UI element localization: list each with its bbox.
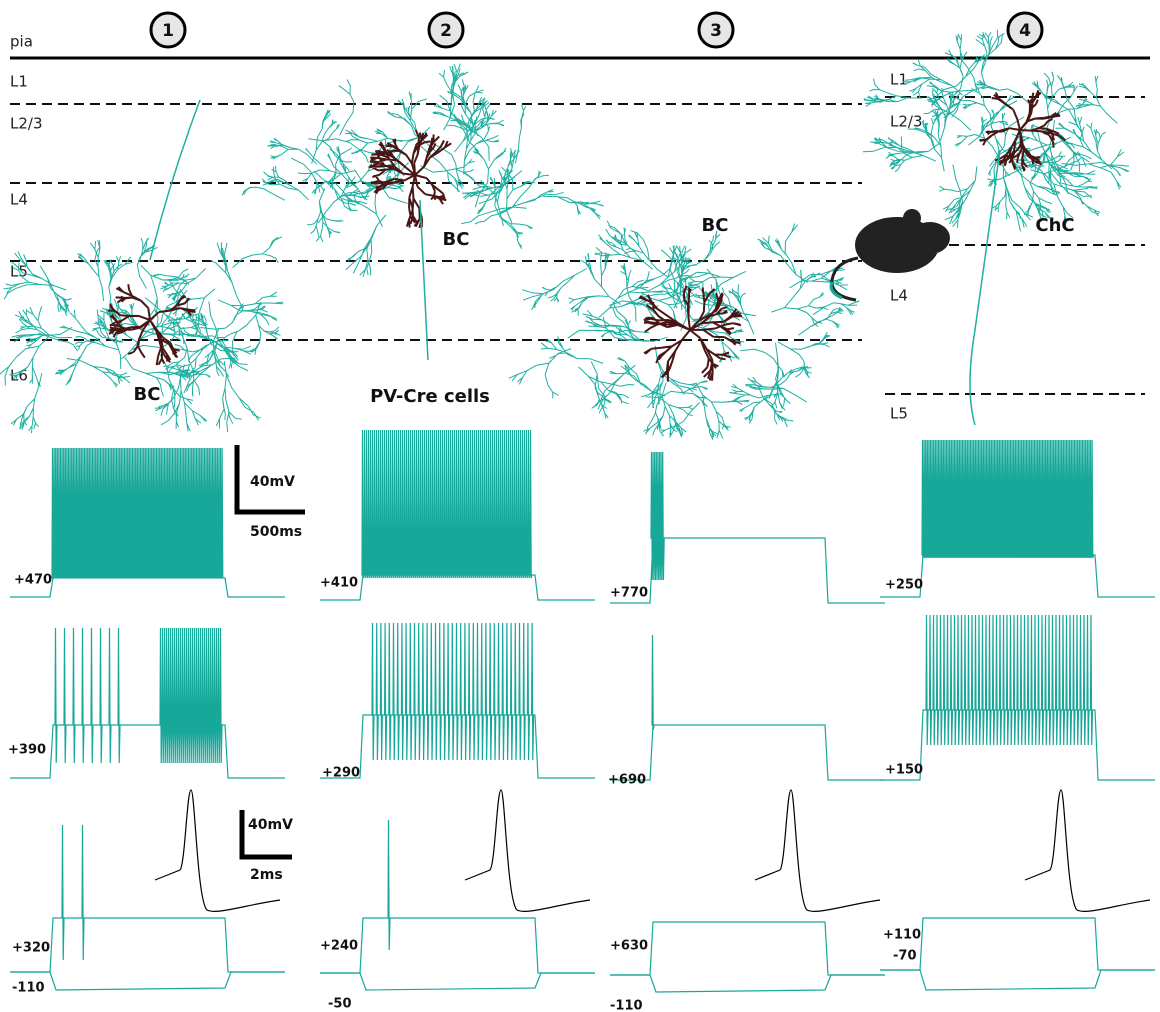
column-markers: 1 2 3 4: [151, 13, 1042, 47]
cell-label: ChC: [1035, 215, 1074, 236]
current-label: +390: [8, 743, 46, 758]
voltage-trace: [880, 970, 1155, 990]
voltage-trace: [10, 972, 285, 990]
voltage-trace: [880, 918, 1155, 970]
current-label: -110: [610, 999, 643, 1012]
current-label: -70: [893, 949, 917, 964]
column-number: 2: [440, 21, 452, 41]
layer-label: L1: [890, 71, 908, 89]
current-label: -50: [328, 997, 352, 1012]
current-label: +410: [320, 576, 358, 591]
current-label: +150: [885, 763, 923, 778]
current-label: +240: [320, 939, 358, 954]
group-label: PV-Cre cells: [370, 386, 490, 407]
current-label: +320: [12, 941, 50, 956]
voltage-trace: [610, 635, 885, 780]
scale-time: 2ms: [250, 867, 283, 883]
current-label: -110: [12, 981, 45, 996]
axon: [970, 150, 1000, 425]
layer-label: L5: [890, 405, 908, 423]
current-label: +770: [610, 586, 648, 601]
voltage-trace: [880, 615, 1155, 780]
current-label: +110: [883, 928, 921, 943]
voltage-trace: [880, 440, 1155, 597]
layer-label: L4: [10, 191, 28, 209]
axon: [509, 221, 859, 440]
action-potential-inset: [155, 790, 280, 911]
scale-bar: [237, 445, 305, 857]
neuron-morphologies: [0, 30, 1129, 440]
voltage-trace: [320, 623, 595, 778]
cell-label: BC: [134, 384, 161, 405]
voltage-trace: [320, 820, 595, 973]
voltage-trace: [10, 628, 285, 778]
scale-time: 500ms: [250, 524, 302, 540]
axon: [150, 100, 200, 260]
voltage-trace: [610, 452, 885, 603]
column-number: 1: [162, 21, 174, 41]
voltage-trace: [320, 973, 595, 990]
voltage-trace: [320, 430, 595, 600]
voltage-traces: +470 +390 +320 -110 +410 +290 +240 -50 +770 +690 +…: [8, 430, 1155, 1012]
pia-label: pia: [10, 33, 33, 51]
layer-label: L2/3: [890, 113, 923, 131]
current-label: +630: [610, 939, 648, 954]
current-label: +250: [885, 578, 923, 593]
cell-label: BC: [443, 229, 470, 250]
action-potential-inset: [465, 790, 590, 911]
current-label: +690: [608, 773, 646, 788]
voltage-trace: [610, 975, 885, 992]
current-label: +290: [322, 766, 360, 781]
figure: pia 1234 L1 L2/3 L4 L5 L6 L1 L2/3 L4 L5 …: [0, 0, 1160, 1012]
action-potential-inset: [1025, 790, 1150, 911]
current-label: +470: [14, 573, 52, 588]
axon: [420, 200, 428, 360]
scale-voltage: 40mV: [250, 474, 295, 490]
column-number: 3: [710, 21, 722, 41]
layer-label: L2/3: [10, 115, 43, 133]
voltage-trace: [610, 922, 885, 975]
scale-voltage: 40mV: [248, 817, 293, 833]
cell-label: BC: [702, 215, 729, 236]
layer-label: L4: [890, 287, 908, 305]
action-potential-inset: [755, 790, 880, 911]
dendrite: [369, 130, 452, 228]
layer-label: L1: [10, 73, 28, 91]
column-number: 4: [1019, 21, 1031, 41]
